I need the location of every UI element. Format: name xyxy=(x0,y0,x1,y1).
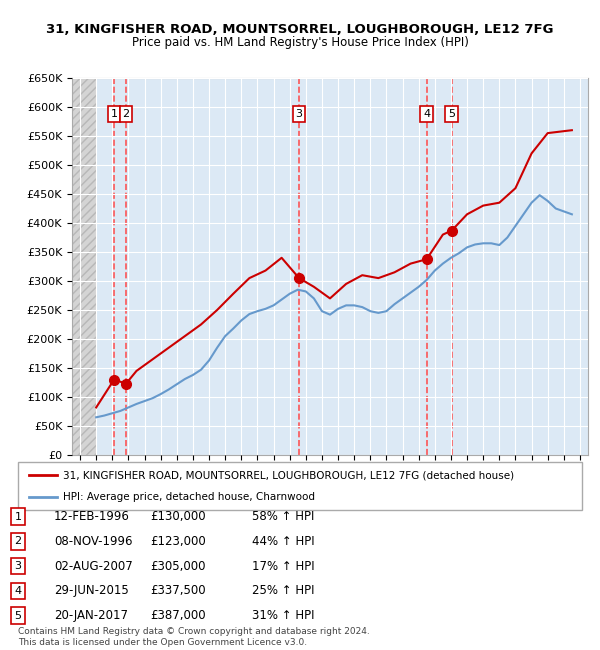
FancyBboxPatch shape xyxy=(18,462,582,510)
Text: 5: 5 xyxy=(14,610,22,621)
Text: 29-JUN-2015: 29-JUN-2015 xyxy=(54,584,129,597)
Text: 08-NOV-1996: 08-NOV-1996 xyxy=(54,535,133,548)
Text: 5: 5 xyxy=(448,109,455,119)
Text: £130,000: £130,000 xyxy=(150,510,206,523)
Text: 17% ↑ HPI: 17% ↑ HPI xyxy=(252,560,314,573)
Text: 20-JAN-2017: 20-JAN-2017 xyxy=(54,609,128,622)
Text: 12-FEB-1996: 12-FEB-1996 xyxy=(54,510,130,523)
Text: Price paid vs. HM Land Registry's House Price Index (HPI): Price paid vs. HM Land Registry's House … xyxy=(131,36,469,49)
Text: 31, KINGFISHER ROAD, MOUNTSORREL, LOUGHBOROUGH, LE12 7FG (detached house): 31, KINGFISHER ROAD, MOUNTSORREL, LOUGHB… xyxy=(63,470,514,480)
Text: 4: 4 xyxy=(14,586,22,596)
Text: 1: 1 xyxy=(110,109,118,119)
Text: £305,000: £305,000 xyxy=(150,560,205,573)
Text: 58% ↑ HPI: 58% ↑ HPI xyxy=(252,510,314,523)
Text: 31, KINGFISHER ROAD, MOUNTSORREL, LOUGHBOROUGH, LE12 7FG: 31, KINGFISHER ROAD, MOUNTSORREL, LOUGHB… xyxy=(46,23,554,36)
Text: 4: 4 xyxy=(423,109,430,119)
Text: £337,500: £337,500 xyxy=(150,584,206,597)
Bar xyxy=(72,78,96,455)
Text: 25% ↑ HPI: 25% ↑ HPI xyxy=(252,584,314,597)
Text: 44% ↑ HPI: 44% ↑ HPI xyxy=(252,535,314,548)
Bar xyxy=(72,78,96,455)
Text: £387,000: £387,000 xyxy=(150,609,206,622)
Text: £123,000: £123,000 xyxy=(150,535,206,548)
Text: 31% ↑ HPI: 31% ↑ HPI xyxy=(252,609,314,622)
Text: 3: 3 xyxy=(14,561,22,571)
Text: 3: 3 xyxy=(296,109,302,119)
Text: Contains HM Land Registry data © Crown copyright and database right 2024.
This d: Contains HM Land Registry data © Crown c… xyxy=(18,627,370,647)
Text: 2: 2 xyxy=(122,109,130,119)
Text: 02-AUG-2007: 02-AUG-2007 xyxy=(54,560,133,573)
Text: 2: 2 xyxy=(14,536,22,547)
Text: HPI: Average price, detached house, Charnwood: HPI: Average price, detached house, Char… xyxy=(63,491,315,502)
Text: 1: 1 xyxy=(14,512,22,522)
